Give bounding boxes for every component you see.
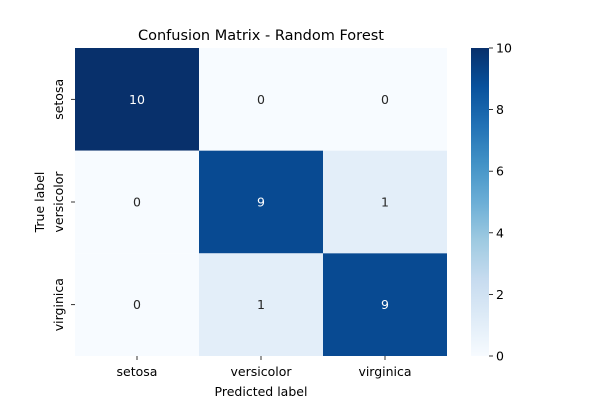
heatmap-cell [75,150,199,254]
colorbar-tick-label: 0 [496,349,504,364]
y-axis-ticks: setosa versicolor virginica [51,79,75,331]
cell-value-label: 9 [381,297,389,312]
cell-value-label: 0 [133,297,141,312]
cell-value-label: 1 [257,297,265,312]
y-tick-label: versicolor [51,171,66,233]
x-axis-ticks: setosa versicolor virginica [117,356,412,379]
y-tick-label: virginica [51,278,66,331]
heatmap-cell-labels: 10 0 00 9 10 1 9 [129,92,389,312]
heatmap-cell [323,48,447,151]
cell-value-label: 10 [129,92,145,107]
heatmap-cell [199,150,323,254]
x-tick-label: versicolor [231,364,293,379]
chart-title: Confusion Matrix - Random Forest [138,28,384,44]
colorbar-tick-label: 6 [496,164,504,179]
y-axis-label: True label [32,172,47,234]
cell-value-label: 0 [257,92,265,107]
x-tick-label: setosa [117,364,158,379]
colorbar-ticks: 0 2 4 6 8 10 [489,41,512,364]
colorbar-tick-label: 8 [496,102,504,117]
x-tick-label: virginica [358,364,411,379]
heatmap-cell [75,48,199,151]
heatmap-cell [323,253,447,356]
y-tick-label: setosa [51,79,66,120]
cell-value-label: 9 [257,195,265,210]
cell-value-label: 1 [381,195,389,210]
heatmap-cell [323,150,447,254]
heatmap-cells [75,48,447,356]
colorbar-tick-label: 2 [496,287,504,302]
colorbar-tick-label: 4 [496,225,504,240]
heatmap-cell [199,48,323,151]
colorbar-tick-label: 10 [496,41,512,56]
cell-value-label: 0 [133,195,141,210]
cell-value-label: 0 [381,92,389,107]
heatmap-cell [75,253,199,356]
x-axis-label: Predicted label [215,384,308,399]
heatmap-cell [199,253,323,356]
colorbar [471,48,489,356]
